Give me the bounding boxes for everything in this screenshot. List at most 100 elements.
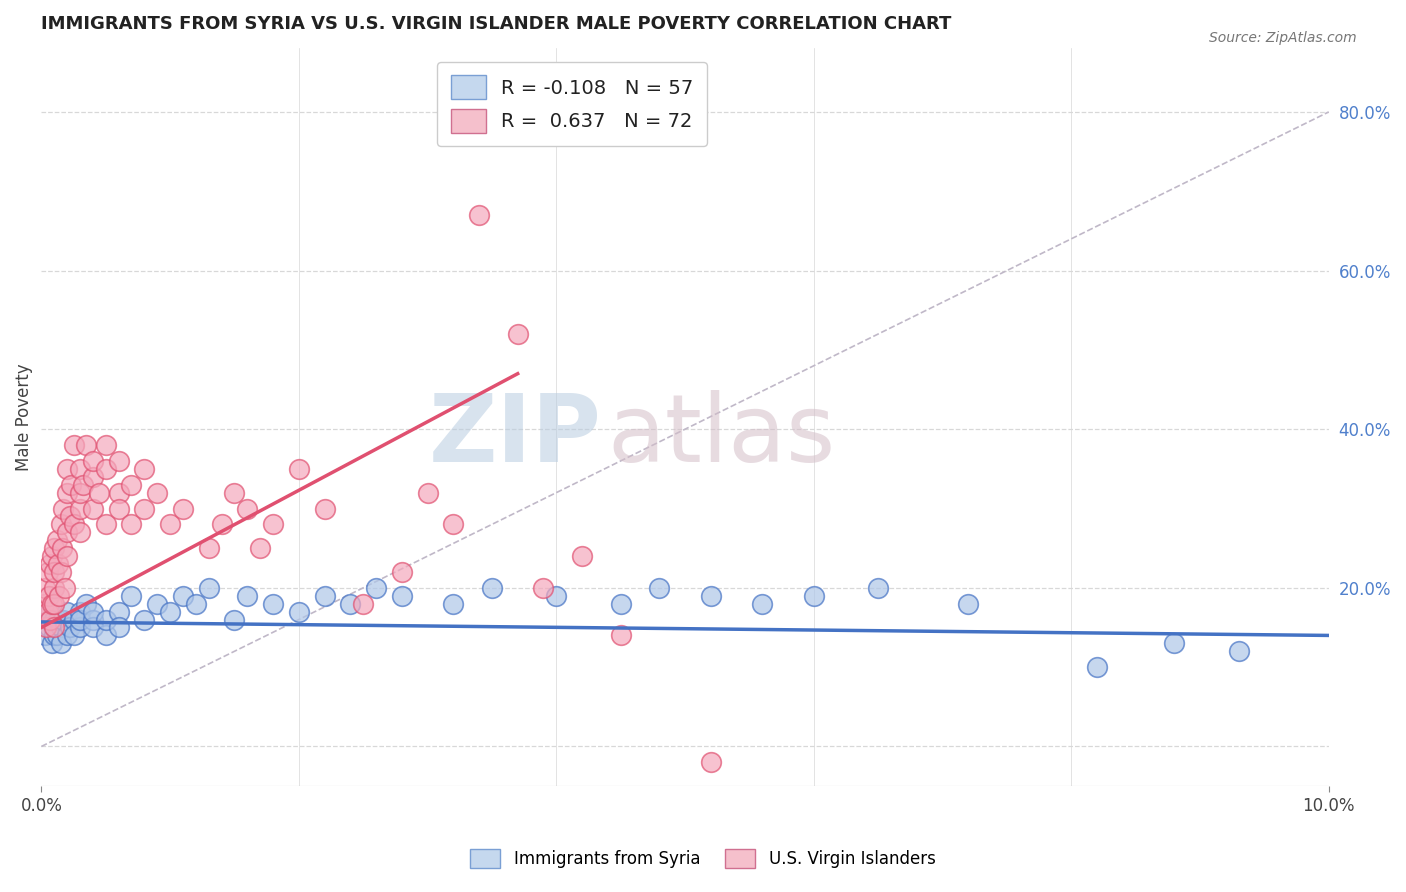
Point	[506, 326, 529, 341]
Point	[37, 605, 59, 619]
Point	[94, 517, 117, 532]
Point	[249, 541, 271, 556]
Point	[52, 501, 75, 516]
Point	[262, 517, 284, 532]
Point	[107, 501, 129, 516]
Legend: Immigrants from Syria, U.S. Virgin Islanders: Immigrants from Syria, U.S. Virgin Islan…	[464, 843, 942, 875]
Point	[59, 477, 82, 491]
Point	[59, 509, 82, 524]
Point	[69, 501, 91, 516]
Text: ZIP: ZIP	[429, 390, 602, 482]
Point	[44, 597, 66, 611]
Point	[62, 628, 84, 642]
Point	[82, 470, 104, 484]
Point	[44, 565, 66, 579]
Point	[94, 462, 117, 476]
Point	[609, 628, 631, 642]
Text: Source: ZipAtlas.com: Source: ZipAtlas.com	[1209, 31, 1357, 45]
Legend: R = -0.108   N = 57, R =  0.637   N = 72: R = -0.108 N = 57, R = 0.637 N = 72	[437, 62, 707, 146]
Point	[94, 613, 117, 627]
Point	[44, 620, 66, 634]
Point	[69, 605, 91, 619]
Point	[441, 597, 464, 611]
Point	[120, 517, 142, 532]
Point	[288, 462, 311, 476]
Point	[224, 613, 246, 627]
Point	[391, 565, 413, 579]
Point	[35, 620, 58, 634]
Point	[41, 549, 63, 563]
Point	[49, 636, 72, 650]
Point	[62, 438, 84, 452]
Point	[107, 485, 129, 500]
Point	[69, 613, 91, 627]
Point	[37, 613, 59, 627]
Point	[44, 581, 66, 595]
Point	[107, 454, 129, 468]
Point	[134, 462, 156, 476]
Point	[53, 581, 76, 595]
Point	[82, 454, 104, 468]
Point	[69, 620, 91, 634]
Point	[41, 636, 63, 650]
Point	[172, 589, 194, 603]
Point	[82, 605, 104, 619]
Point	[107, 620, 129, 634]
Point	[69, 462, 91, 476]
Point	[957, 597, 980, 611]
Point	[197, 581, 219, 595]
Point	[339, 597, 361, 611]
Point	[700, 756, 723, 770]
Point	[868, 581, 890, 595]
Point	[38, 620, 60, 634]
Point	[172, 501, 194, 516]
Point	[120, 589, 142, 603]
Point	[75, 597, 97, 611]
Point	[62, 517, 84, 532]
Point	[314, 501, 336, 516]
Point	[288, 605, 311, 619]
Point	[1085, 660, 1108, 674]
Point	[56, 549, 79, 563]
Point	[75, 438, 97, 452]
Point	[82, 620, 104, 634]
Text: IMMIGRANTS FROM SYRIA VS U.S. VIRGIN ISLANDER MALE POVERTY CORRELATION CHART: IMMIGRANTS FROM SYRIA VS U.S. VIRGIN ISL…	[41, 15, 952, 33]
Point	[571, 549, 593, 563]
Point	[211, 517, 233, 532]
Point	[41, 597, 63, 611]
Point	[1163, 636, 1185, 650]
Point	[39, 557, 62, 571]
Point	[62, 613, 84, 627]
Point	[45, 533, 67, 548]
Point	[441, 517, 464, 532]
Point	[803, 589, 825, 603]
Point	[184, 597, 207, 611]
Point	[134, 613, 156, 627]
Point	[49, 517, 72, 532]
Point	[48, 589, 70, 603]
Point	[59, 620, 82, 634]
Point	[391, 589, 413, 603]
Point	[69, 485, 91, 500]
Point	[700, 589, 723, 603]
Point	[609, 597, 631, 611]
Point	[44, 613, 66, 627]
Point	[82, 501, 104, 516]
Point	[44, 541, 66, 556]
Point	[648, 581, 671, 595]
Point	[224, 485, 246, 500]
Point	[56, 628, 79, 642]
Point	[69, 525, 91, 540]
Point	[49, 620, 72, 634]
Point	[134, 501, 156, 516]
Point	[39, 605, 62, 619]
Point	[751, 597, 773, 611]
Point	[416, 485, 439, 500]
Point	[352, 597, 374, 611]
Point	[314, 589, 336, 603]
Point	[94, 438, 117, 452]
Point	[32, 597, 55, 611]
Point	[34, 581, 56, 595]
Point	[39, 613, 62, 627]
Point	[46, 557, 69, 571]
